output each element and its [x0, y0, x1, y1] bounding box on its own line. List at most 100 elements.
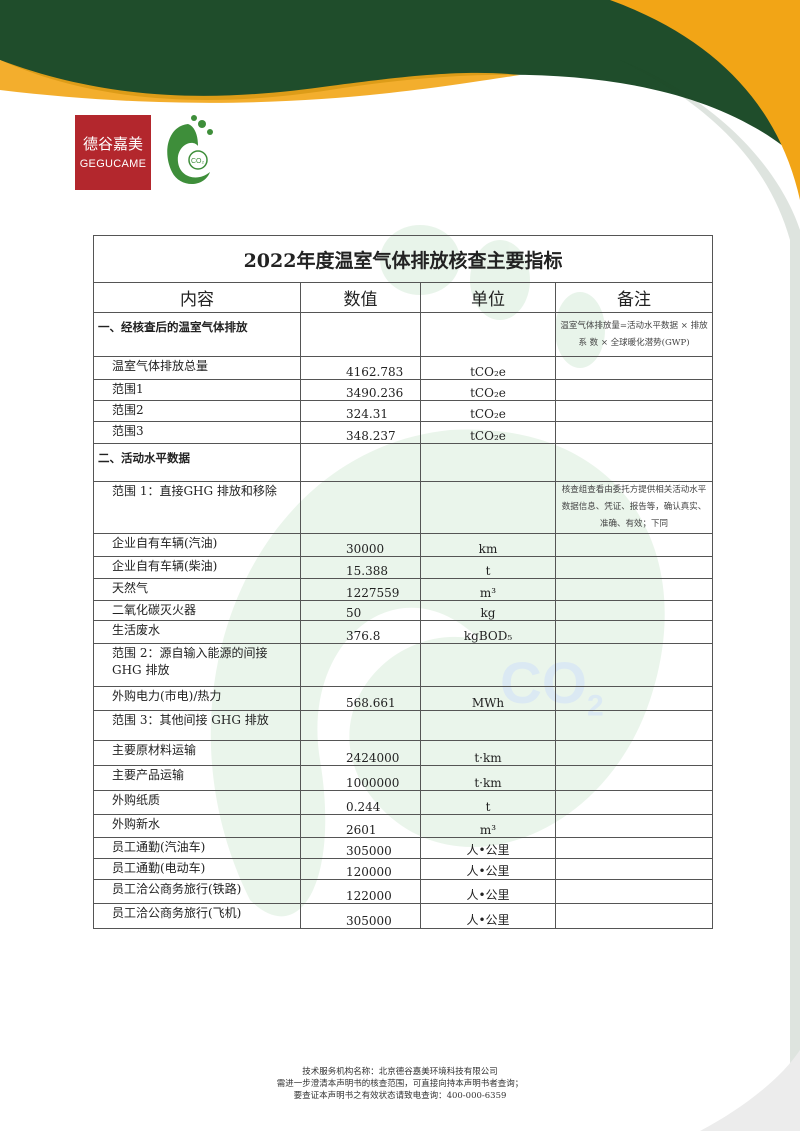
cell-label: 天然气: [93, 578, 301, 601]
cell-label: 外购新水: [93, 814, 301, 838]
cell-value: 30000: [300, 533, 421, 557]
table-row: 范围 1：直接GHG 排放和移除 核查组查看由委托方提供相关活动水平数据信息、凭证…: [93, 481, 714, 534]
table-row: 企业自有车辆(柴油) 15.388 t: [93, 556, 714, 579]
cell-unit: tCO₂e: [420, 400, 556, 422]
footer-agency: 技术服务机构名称：北京德谷嘉美环境科技有限公司: [302, 1067, 498, 1077]
cell-note: [554, 814, 714, 838]
cell-note: [554, 533, 714, 557]
cell-unit: 人•公里: [420, 879, 556, 904]
cell-unit: kg: [420, 600, 556, 621]
cell-label: 外购纸质: [93, 790, 301, 815]
table-row: 员工洽公商务旅行(铁路) 122000 人•公里: [93, 879, 714, 904]
table-row: 员工通勤(汽油车) 305000 人•公里: [93, 837, 714, 859]
cell-unit: [420, 443, 556, 482]
cell-label: 范围 1：直接GHG 排放和移除: [93, 481, 301, 534]
cell-unit: t: [420, 790, 556, 815]
cell-note: [554, 443, 714, 482]
header-value: 数值: [300, 282, 421, 313]
table-row: 二、活动水平数据: [93, 443, 714, 482]
cell-value: 324.31: [300, 400, 421, 422]
ghg-indicators-table: 2022年度温室气体排放核查主要指标 内容 数值 单位 备注 一、经核查后的温室…: [92, 235, 714, 929]
cell-note: [554, 421, 714, 444]
cell-value: [300, 443, 421, 482]
table-row: 范围 3：其他间接 GHG 排放: [93, 710, 714, 741]
cell-value: 376.8: [300, 620, 421, 644]
cell-note: [554, 765, 714, 791]
header-unit: 单位: [420, 282, 556, 313]
cell-value: 3490.236: [300, 379, 421, 401]
cell-label: 范围1: [93, 379, 301, 401]
cell-value: 1000000: [300, 765, 421, 791]
cell-unit: 人•公里: [420, 903, 556, 929]
cell-value: 4162.783: [300, 356, 421, 380]
table-row: 天然气 1227559 m³: [93, 578, 714, 601]
cell-unit: t·km: [420, 740, 556, 766]
svg-text:CO₂: CO₂: [191, 158, 205, 165]
cell-note: [554, 578, 714, 601]
cell-label: 主要产品运输: [93, 765, 301, 791]
footer-verify: 要查证本声明书之有效状态请致电查询：400-000-6359: [293, 1091, 507, 1101]
cell-unit: MWh: [420, 686, 556, 711]
cell-label: 外购电力(市电)/热力: [93, 686, 301, 711]
cell-value: 568.661: [300, 686, 421, 711]
table-row: 范围2 324.31 tCO₂e: [93, 400, 714, 422]
cell-note: [554, 790, 714, 815]
footer: 技术服务机构名称：北京德谷嘉美环境科技有限公司 需进一步澄清本声明书的核查范围，…: [0, 1066, 800, 1102]
cell-value: 305000: [300, 837, 421, 859]
cell-label: 范围2: [93, 400, 301, 422]
cell-unit: tCO₂e: [420, 379, 556, 401]
cell-unit: km: [420, 533, 556, 557]
cell-value: [300, 312, 421, 357]
cell-value: [300, 710, 421, 741]
table-title: 2022年度温室气体排放核查主要指标: [92, 235, 714, 283]
cell-note: [554, 356, 714, 380]
cell-value: 305000: [300, 903, 421, 929]
cell-note: 核查组查看由委托方提供相关活动水平数据信息、凭证、报告等，确认真实、准确、有效；…: [554, 481, 714, 534]
cell-label: 员工洽公商务旅行(飞机): [93, 903, 301, 929]
cell-note: [554, 379, 714, 401]
cell-label: 企业自有车辆(汽油): [93, 533, 301, 557]
table-row: 二氧化碳灭火器 50 kg: [93, 600, 714, 621]
cell-label: 范围 3：其他间接 GHG 排放: [93, 710, 301, 741]
cell-unit: 人•公里: [420, 858, 556, 880]
cell-value: 1227559: [300, 578, 421, 601]
table-row: 外购新水 2601 m³: [93, 814, 714, 838]
cell-value: 120000: [300, 858, 421, 880]
cell-label: 范围 2：源自输入能源的间接GHG 排放: [93, 643, 301, 687]
cell-note: [554, 710, 714, 741]
cell-unit: kgBOD₅: [420, 620, 556, 644]
cell-unit: [420, 481, 556, 534]
cell-note: [554, 686, 714, 711]
table-row: 一、经核查后的温室气体排放 温室气体排放量=活动水平数据 × 排放 系 数 × 全…: [93, 312, 714, 357]
cell-note: [554, 740, 714, 766]
cell-label: 二氧化碳灭火器: [93, 600, 301, 621]
header-content: 内容: [93, 282, 301, 313]
cell-label: 一、经核查后的温室气体排放: [93, 312, 301, 357]
cell-note: [554, 620, 714, 644]
cell-label: 生活废水: [93, 620, 301, 644]
cell-label: 温室气体排放总量: [93, 356, 301, 380]
cell-note: [554, 643, 714, 687]
table-row: 生活废水 376.8 kgBOD₅: [93, 620, 714, 644]
table-row: 外购电力(市电)/热力 568.661 MWh: [93, 686, 714, 711]
table-row: 范围1 3490.236 tCO₂e: [93, 379, 714, 401]
cell-value: 2424000: [300, 740, 421, 766]
table-row: 温室气体排放总量 4162.783 tCO₂e: [93, 356, 714, 380]
cell-unit: m³: [420, 814, 556, 838]
footer-inquiry: 需进一步澄清本声明书的核查范围，可直接向持本声明书者查询；: [276, 1079, 524, 1089]
cell-note: [554, 600, 714, 621]
table-row: 范围 2：源自输入能源的间接GHG 排放: [93, 643, 714, 687]
cell-value: 2601: [300, 814, 421, 838]
cell-unit: t·km: [420, 765, 556, 791]
cell-label: 企业自有车辆(柴油): [93, 556, 301, 579]
cell-unit: t: [420, 556, 556, 579]
cell-unit: m³: [420, 578, 556, 601]
cell-note: 温室气体排放量=活动水平数据 × 排放 系 数 × 全球暖化潜势(GWP): [554, 312, 714, 357]
company-logo: 德谷嘉美 GEGUCAME: [75, 115, 151, 190]
cell-label: 范围3: [93, 421, 301, 444]
table-row: 主要产品运输 1000000 t·km: [93, 765, 714, 791]
footprint-co2-logo-icon: CO₂: [167, 115, 213, 184]
cell-unit: [420, 643, 556, 687]
table-row: 员工通勤(电动车) 120000 人•公里: [93, 858, 714, 880]
cell-note: [554, 400, 714, 422]
